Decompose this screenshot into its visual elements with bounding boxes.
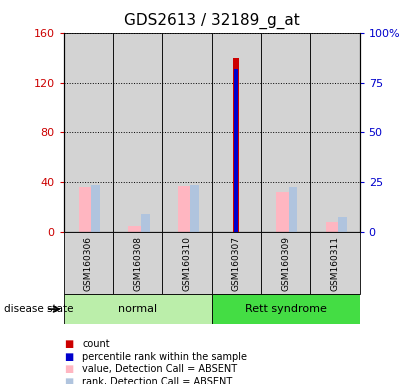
Bar [162,232,212,294]
Bar [326,222,344,232]
Bar [233,58,239,232]
Text: Rett syndrome: Rett syndrome [245,304,327,314]
Text: GSM160309: GSM160309 [281,235,290,291]
Text: ■: ■ [64,364,73,374]
Text: normal: normal [118,304,157,314]
Bar [162,33,212,232]
Text: rank, Detection Call = ABSENT: rank, Detection Call = ABSENT [82,377,233,384]
Bar [212,294,360,324]
Bar [64,294,212,324]
Text: ■: ■ [64,352,73,362]
Bar [190,185,199,232]
Bar [338,217,347,232]
Text: percentile rank within the sample: percentile rank within the sample [82,352,247,362]
Bar [212,232,261,294]
Text: value, Detection Call = ABSENT: value, Detection Call = ABSENT [82,364,237,374]
Bar [261,33,310,232]
Text: GSM160311: GSM160311 [330,235,339,291]
Bar [310,33,360,232]
Text: GSM160306: GSM160306 [84,235,93,291]
Bar [178,186,196,232]
Text: GSM160310: GSM160310 [182,235,192,291]
Bar [113,232,162,294]
Text: count: count [82,339,110,349]
Text: ■: ■ [64,377,73,384]
Bar [91,185,100,232]
Bar [234,69,238,232]
Text: disease state: disease state [4,304,74,314]
Bar [212,33,261,232]
Bar [113,33,162,232]
Title: GDS2613 / 32189_g_at: GDS2613 / 32189_g_at [124,12,300,28]
Bar [64,232,113,294]
Bar [128,226,147,232]
Bar [64,33,113,232]
Bar [289,187,298,232]
Bar [261,232,310,294]
Bar [310,232,360,294]
Bar [141,214,150,232]
Text: GSM160308: GSM160308 [133,235,142,291]
Text: GSM160307: GSM160307 [232,235,241,291]
Text: ■: ■ [64,339,73,349]
Bar [79,187,98,232]
Bar [276,192,295,232]
